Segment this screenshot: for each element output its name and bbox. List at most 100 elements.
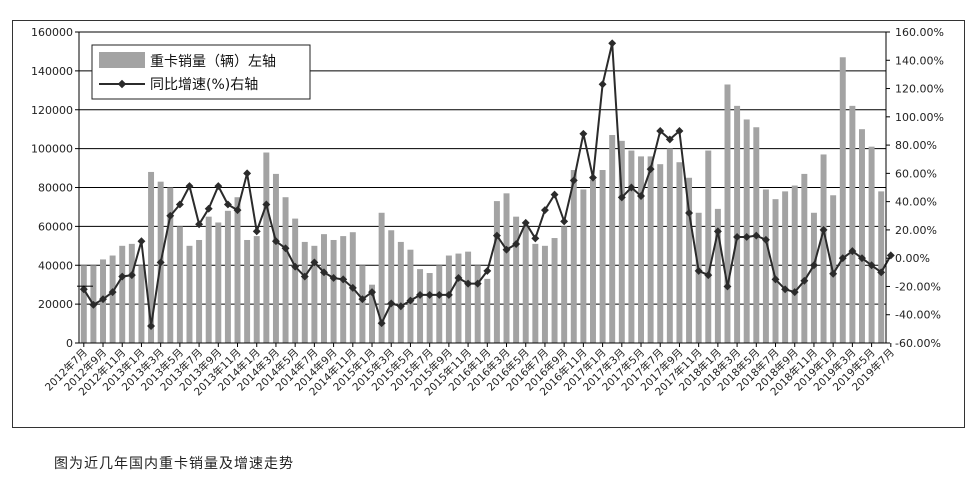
sales-bar: [801, 173, 808, 343]
sales-bar: [167, 187, 174, 343]
sales-bar: [234, 197, 241, 343]
growth-point: [243, 169, 252, 178]
right-tick-label: 0.00%: [895, 252, 930, 265]
sales-bar: [321, 234, 327, 343]
sales-bar: [369, 284, 375, 343]
growth-point: [204, 204, 213, 213]
growth-point: [271, 237, 280, 246]
sales-bar: [551, 238, 558, 343]
sales-bar: [541, 245, 548, 343]
left-tick-label: 100000: [31, 143, 73, 156]
sales-bar: [513, 216, 520, 343]
growth-point: [281, 244, 290, 253]
left-tick-label: 140000: [31, 65, 73, 78]
sales-bar: [311, 245, 318, 343]
sales-bar: [263, 152, 270, 343]
growth-point: [742, 233, 751, 241]
growth-point: [329, 274, 338, 282]
sales-bar: [705, 150, 712, 343]
right-tick-label: 80.00%: [895, 139, 937, 152]
growth-point: [560, 217, 569, 226]
sales-bar: [859, 129, 865, 343]
sales-bar: [397, 241, 404, 343]
growth-point: [444, 290, 453, 299]
growth-point: [291, 262, 300, 271]
growth-point: [502, 245, 511, 254]
growth-point: [733, 233, 742, 241]
growth-point: [531, 234, 540, 243]
growth-point: [137, 237, 146, 246]
right-tick-label: 120.00%: [895, 83, 944, 96]
sales-bar: [205, 216, 212, 343]
growth-point: [252, 227, 261, 236]
growth-point: [233, 206, 242, 215]
right-tick-label: 100.00%: [895, 111, 944, 124]
chart: 0 20000 40000 60000 80000 100000 120000 140000 1…: [31, 26, 944, 398]
figure-caption: 图为近几年国内重卡销量及增速走势: [54, 456, 294, 472]
sales-bar: [503, 193, 510, 343]
growth-point: [368, 288, 376, 297]
growth-point: [262, 200, 271, 209]
legend-bar-swatch: [99, 52, 145, 68]
sales-bar: [253, 236, 260, 343]
sales-bar: [590, 179, 596, 343]
right-tick-label: 20.00%: [895, 224, 937, 237]
growth-point: [627, 183, 636, 192]
growth-point: [348, 283, 357, 292]
growth-point: [464, 279, 473, 288]
growth-point: [416, 290, 425, 299]
chart-frame: 0 20000 40000 60000 80000 100000 120000 140000 1…: [12, 20, 965, 428]
sales-bar: [532, 243, 539, 343]
sales-bar: [417, 269, 424, 343]
sales-bar: [570, 170, 577, 343]
growth-point: [310, 258, 319, 267]
growth-point: [819, 225, 828, 234]
sales-bar: [599, 170, 606, 343]
sales-bar: [762, 189, 769, 343]
sales-bar: [743, 119, 750, 343]
x-axis-ticks: 2012年7月2012年9月2012年11月2013年1月2013年3月2013…: [42, 343, 897, 398]
sales-bar: [676, 162, 683, 343]
bar-series: [80, 57, 885, 344]
sales-bar: [138, 265, 145, 343]
left-tick-label: 120000: [31, 104, 73, 117]
sales-bar: [330, 239, 337, 343]
line-series: [79, 39, 895, 330]
growth-point: [147, 322, 156, 330]
growth-point: [387, 299, 396, 308]
left-tick-label: 20000: [38, 298, 73, 311]
sales-bar: [119, 245, 126, 343]
left-tick-label: 0: [66, 337, 73, 350]
growth-point: [406, 296, 415, 305]
legend-bar-label: 重卡销量（辆）左轴: [150, 54, 276, 70]
left-axis-ticks: 0 20000 40000 60000 80000 100000 120000 140000 1…: [31, 26, 79, 350]
growth-point: [617, 193, 626, 202]
growth-point: [608, 39, 617, 48]
growth-point: [838, 254, 847, 263]
sales-bar: [436, 265, 443, 343]
left-tick-label: 60000: [38, 220, 73, 233]
sales-bar: [647, 156, 654, 343]
sales-bar: [868, 146, 875, 343]
sales-bar: [628, 150, 635, 343]
sales-bar: [109, 255, 116, 343]
legend: 重卡销量（辆）左轴 同比增速(%)右轴: [91, 44, 311, 100]
sales-bar: [839, 57, 846, 344]
right-tick-label: 40.00%: [895, 196, 937, 209]
left-tick-label: 160000: [31, 26, 73, 39]
growth-point: [540, 206, 549, 215]
sales-bar: [820, 154, 827, 343]
right-tick-label: 140.00%: [895, 54, 944, 67]
left-tick-label: 80000: [38, 182, 73, 195]
sales-bar: [359, 265, 366, 343]
sales-bar: [618, 140, 625, 343]
growth-point: [473, 279, 482, 288]
right-tick-label: -60.00%: [895, 337, 941, 350]
sales-bar: [388, 230, 395, 343]
growth-point: [790, 288, 799, 297]
sales-bar: [474, 265, 481, 343]
sales-bar: [272, 173, 279, 343]
growth-point: [569, 176, 578, 185]
sales-bar: [849, 105, 856, 343]
right-tick-label: -20.00%: [895, 280, 941, 293]
